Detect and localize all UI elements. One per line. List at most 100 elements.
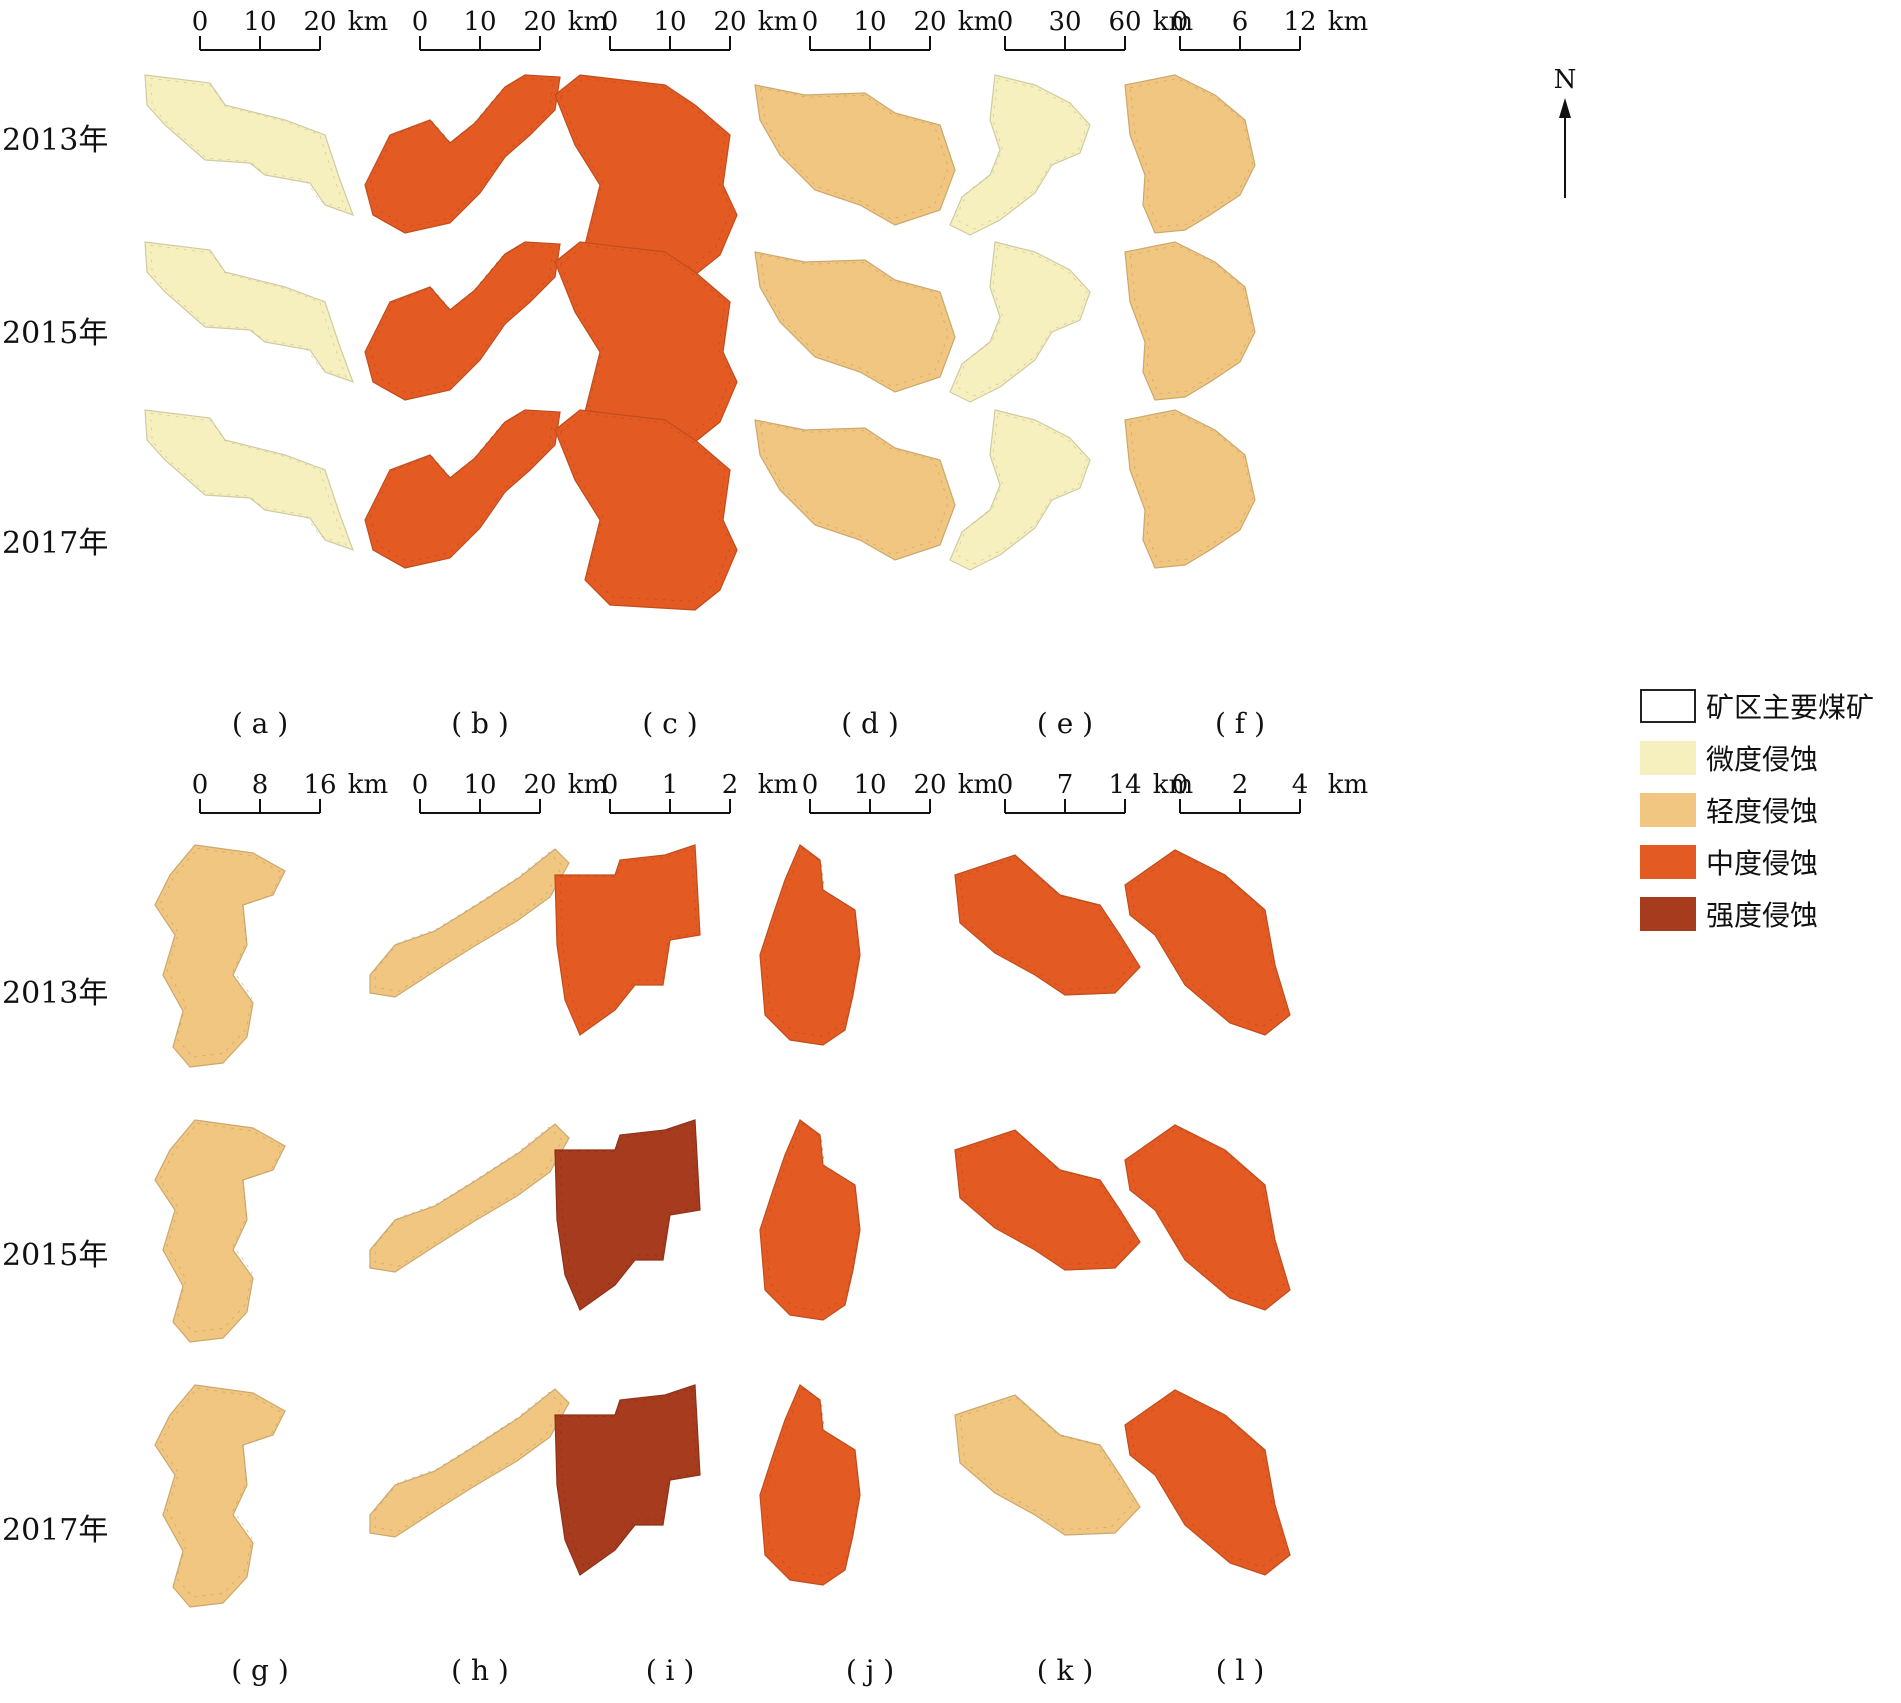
region-j-2013 (759, 844, 861, 1046)
region-i-2015 (554, 1119, 701, 1311)
region-c-2017 (554, 409, 738, 611)
region-shape (554, 241, 738, 443)
region-texture (159, 1122, 283, 1333)
region-texture (560, 1387, 698, 1568)
map-panel-g: 0 8 16 km ( g ) (154, 770, 388, 1687)
region-texture (759, 87, 949, 220)
panel-caption-l: ( l ) (1216, 1654, 1265, 1687)
year-label-2017年-row1: 2017年 (2, 526, 108, 561)
region-shape (364, 241, 561, 401)
scale-tick-label: 12 (1283, 7, 1316, 37)
region-b-2015 (364, 241, 561, 401)
region-a-2013 (144, 74, 355, 216)
north-arrow-head (1559, 98, 1571, 118)
scale-tick-label: 0 (192, 7, 209, 37)
panel-caption-h: ( h ) (451, 1654, 509, 1687)
legend-label-mine: 矿区主要煤矿 (1706, 691, 1875, 724)
year-label-2013年-row2: 2013年 (2, 976, 108, 1011)
scale-tick-label: 8 (252, 770, 269, 800)
region-texture (374, 851, 563, 992)
panel-caption-b: ( b ) (451, 707, 509, 740)
region-b-2017 (364, 409, 561, 569)
region-texture (374, 1391, 563, 1532)
scale-tick-label: 10 (463, 7, 496, 37)
scale-tick-label: 0 (412, 7, 429, 37)
region-k-2013 (954, 854, 1141, 996)
region-i-2017 (554, 1384, 701, 1576)
scale-tick-label: 10 (653, 7, 686, 37)
scale-unit-label: km (1153, 7, 1193, 37)
region-shape (754, 251, 956, 393)
legend-swatch-slight (1640, 741, 1696, 775)
region-texture (560, 1122, 698, 1303)
region-texture (374, 1126, 563, 1267)
region-c-2015 (554, 241, 738, 443)
region-d-2013 (754, 84, 956, 226)
map-panel-h: 0 10 20 km ( h ) (369, 770, 608, 1687)
scale-tick-label: 2 (1232, 770, 1249, 800)
region-shape (154, 1119, 286, 1343)
scale-unit-label: km (568, 7, 608, 37)
region-texture (764, 1122, 860, 1312)
legend-swatch-moderate (1640, 845, 1696, 879)
scale-tick-label: 0 (602, 7, 619, 37)
panel-caption-f: ( f ) (1215, 707, 1265, 740)
region-shape (364, 409, 561, 569)
region-texture (1129, 852, 1286, 1028)
region-texture (954, 412, 1088, 565)
north-arrow: N (1545, 62, 1585, 202)
scale-unit-label: km (1328, 7, 1368, 37)
region-shape (1124, 74, 1256, 234)
region-shape (759, 844, 861, 1046)
region-e-2015 (949, 241, 1091, 403)
region-texture (1129, 1392, 1286, 1568)
legend-swatch-mine (1640, 689, 1696, 723)
region-shape (949, 74, 1091, 236)
scale-tick-label: 0 (997, 7, 1014, 37)
region-i-2013 (554, 844, 701, 1036)
region-shape (1124, 849, 1291, 1036)
region-shape (554, 1384, 701, 1576)
region-shape (364, 74, 561, 234)
region-shape (949, 241, 1091, 403)
region-texture (759, 422, 949, 555)
panel-caption-d: ( d ) (841, 707, 899, 740)
panel-caption-c: ( c ) (642, 707, 697, 740)
scale-tick-label: 20 (303, 7, 336, 37)
scale-bar-g: 0 8 16 km (192, 770, 388, 814)
scale-tick-label: 0 (192, 770, 209, 800)
panel-caption-i: ( i ) (646, 1654, 695, 1687)
region-texture (954, 77, 1088, 230)
region-shape (144, 409, 355, 551)
region-e-2017 (949, 409, 1091, 571)
panel-caption-k: ( k ) (1037, 1654, 1094, 1687)
map-panel-f: 0 6 12 km ( f ) (1124, 7, 1368, 740)
map-panel-b: 0 10 20 km ( b ) (364, 7, 608, 740)
legend-label-severe: 强度侵蚀 (1706, 899, 1819, 932)
region-shape (759, 1384, 861, 1586)
scale-tick-label: 10 (853, 7, 886, 37)
year-label-2017年-row2: 2017年 (2, 1513, 108, 1548)
region-h-2013 (369, 848, 570, 998)
region-d-2017 (754, 419, 956, 561)
scale-tick-label: 0 (997, 770, 1014, 800)
region-g-2015 (154, 1119, 286, 1343)
legend-label-slight: 微度侵蚀 (1706, 743, 1819, 776)
region-shape (949, 409, 1091, 571)
region-shape (554, 409, 738, 611)
region-texture (560, 847, 698, 1028)
region-texture (369, 78, 555, 228)
region-shape (954, 1394, 1141, 1536)
region-shape (759, 1119, 861, 1321)
region-shape (369, 1123, 570, 1273)
scale-tick-label: 20 (523, 7, 556, 37)
region-shape (754, 419, 956, 561)
scale-tick-label: 0 (802, 7, 819, 37)
scale-bar-f: 0 6 12 km (1172, 7, 1368, 51)
scale-bar-i: 0 1 2 km (602, 770, 798, 814)
scale-bar-b: 0 10 20 km (412, 7, 608, 51)
scale-unit-label: km (958, 770, 998, 800)
map-panel-k: 0 7 14 km ( k ) (954, 770, 1193, 1687)
legend-item-mine: 矿区主要煤矿 (1640, 680, 1895, 732)
region-texture (369, 245, 555, 395)
